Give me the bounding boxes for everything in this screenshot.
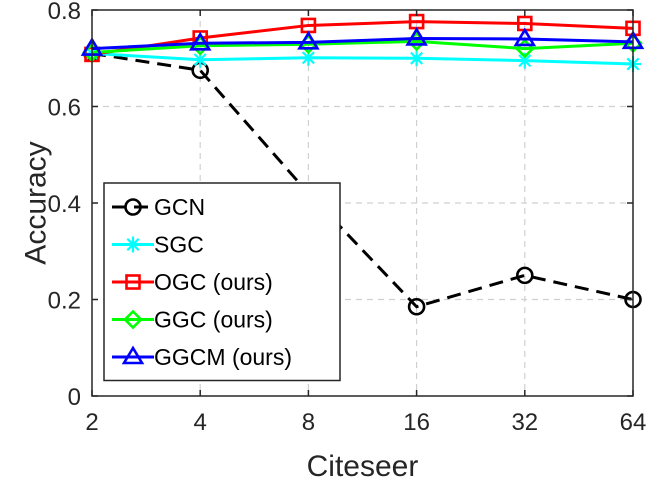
data-point-sgc xyxy=(192,51,209,68)
legend: GCN SGC OGC (ours) GGC (ours) GGCM (ours) xyxy=(103,182,341,382)
legend-marker-ggc-ours xyxy=(123,309,143,330)
series-line-ggc-ours xyxy=(91,39,634,54)
y-tick-label: 0.2 xyxy=(48,288,81,315)
series-group xyxy=(80,13,645,316)
legend-label-ggc-ours: GGC (ours) xyxy=(154,307,273,333)
y-tick-label: 0.8 xyxy=(48,0,81,25)
data-point-sgc xyxy=(300,49,317,66)
data-point-sgc xyxy=(408,50,425,67)
y-tick-label: 0.6 xyxy=(48,95,81,122)
x-tick-label: 8 xyxy=(302,409,315,436)
legend-marker-ogc-ours xyxy=(125,274,141,290)
x-tick-label: 4 xyxy=(194,409,207,436)
legend-label-ggcm-ours: GGCM (ours) xyxy=(154,344,292,370)
series-line-ogc-ours xyxy=(91,20,634,56)
x-tick-label: 64 xyxy=(620,409,647,436)
legend-marker-gcn xyxy=(124,198,142,216)
series-line-gcn xyxy=(91,51,634,309)
axis-ticks: 2 4 8 16 32 64 0 0.2 0.4 0.6 0.8 xyxy=(48,0,647,436)
x-tick-label: 32 xyxy=(511,409,538,436)
data-point-ggcm-ours xyxy=(405,26,428,46)
data-point-ggcm-ours xyxy=(188,31,212,51)
x-tick-label: 2 xyxy=(85,409,98,436)
data-point-gcn xyxy=(407,297,426,316)
series-line-ggcm-ours xyxy=(91,36,634,51)
data-point-gcn xyxy=(515,266,534,285)
legend-label-sgc: SGC xyxy=(154,232,204,258)
legend-label-gcn: GCN xyxy=(154,194,205,220)
series-line-sgc xyxy=(91,51,634,66)
legend-label-ogc-ours: OGC (ours) xyxy=(154,269,273,295)
legend-marker-ggcm-ours xyxy=(121,345,145,365)
data-point-ggcm-ours xyxy=(513,27,537,47)
y-tick-label: 0.4 xyxy=(48,191,81,218)
data-point-ggcm-ours xyxy=(297,30,320,50)
x-tick-label: 16 xyxy=(403,409,430,436)
y-axis-title: Accuracy xyxy=(20,141,53,264)
y-tick-label: 0 xyxy=(68,384,81,411)
legend-marker-sgc xyxy=(125,236,141,253)
x-axis-title: Citeseer xyxy=(307,450,419,483)
